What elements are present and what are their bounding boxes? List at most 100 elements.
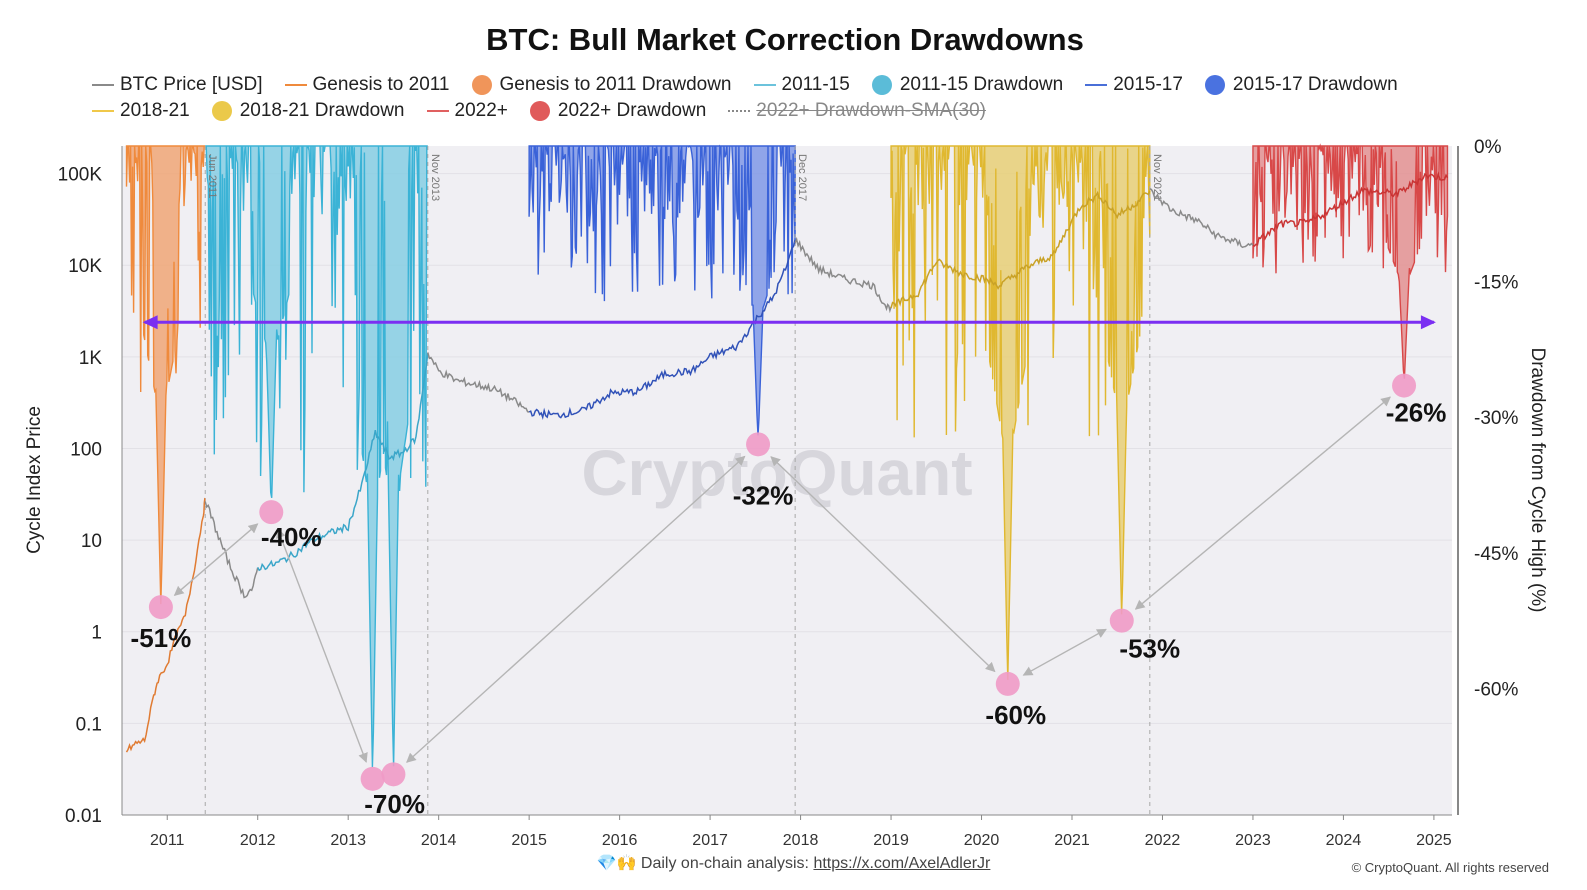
y-left-tick-label: 0.01 xyxy=(65,806,102,827)
legend-line-icon xyxy=(1085,84,1108,86)
drawdown-area xyxy=(205,145,428,768)
legend-label: 2022+ xyxy=(454,100,508,121)
legend-item[interactable]: 2018-21 xyxy=(92,100,190,122)
legend-label: 2011-15 xyxy=(781,74,850,95)
price-line xyxy=(794,236,892,314)
legend-line-icon xyxy=(728,110,751,112)
arrow-left-icon xyxy=(142,315,158,330)
x-tick-label: 2014 xyxy=(421,832,457,849)
legend-label: 2018-21 xyxy=(120,100,190,121)
drawdown-point xyxy=(746,432,771,457)
drawdown-area xyxy=(528,144,796,436)
legend-line-icon xyxy=(92,110,114,112)
x-tick-label: 2020 xyxy=(964,832,1000,849)
legend-line-icon xyxy=(426,110,449,112)
drawdown-label: -53% xyxy=(1119,634,1180,664)
drawdown-label: -26% xyxy=(1386,398,1447,428)
legend-label: 2015-17 Drawdown xyxy=(1232,74,1398,95)
x-tick-label: 2013 xyxy=(330,832,366,849)
drawdown-point xyxy=(381,762,406,787)
drawdown-area xyxy=(1252,143,1449,379)
y-left-tick-label: 1 xyxy=(91,623,102,644)
price-line xyxy=(1252,171,1449,247)
drawdown-label: -51% xyxy=(131,623,192,653)
legend-dot-icon xyxy=(871,75,892,95)
arrow-right-icon xyxy=(1420,315,1436,330)
cycle-marker-label: Nov 2013 xyxy=(429,154,441,201)
legend-dot-icon xyxy=(471,75,492,95)
y-right-tick-label: -15% xyxy=(1474,273,1518,294)
connector-arrow xyxy=(173,523,259,596)
legend-item[interactable]: Genesis to 2011 Drawdown xyxy=(471,74,732,96)
footer: 💎🙌 Daily on-chain analysis: https://x.co… xyxy=(0,853,1587,873)
y-left-tick-label: 10K xyxy=(68,256,102,277)
legend-item[interactable]: Genesis to 2011 xyxy=(284,74,450,96)
price-line xyxy=(427,352,530,413)
cycle-marker-label: Nov 2021 xyxy=(1151,154,1163,201)
legend-label: 2011-15 Drawdown xyxy=(899,74,1064,95)
y-right-tick-label: -30% xyxy=(1474,408,1518,429)
legend-line-icon xyxy=(284,84,307,86)
legend-item[interactable]: 2011-15 Drawdown xyxy=(871,74,1064,96)
x-tick-label: 2022 xyxy=(1145,832,1181,849)
cycle-marker-label: Jun 2011 xyxy=(206,154,218,198)
drawdown-point xyxy=(995,671,1020,696)
price-line xyxy=(528,239,796,421)
y-left-tick-label: 1K xyxy=(79,348,103,369)
legend-item[interactable]: 2011-15 xyxy=(753,74,850,96)
y-left-tick-label: 10 xyxy=(81,531,102,552)
y-right-tick-label: -45% xyxy=(1474,544,1518,565)
drawdown-label: -70% xyxy=(364,789,425,819)
connector-arrow xyxy=(1134,396,1391,610)
drawdown-label: -40% xyxy=(261,522,322,552)
legend-item[interactable]: 2022+ Drawdown-SMA(30) xyxy=(728,100,986,122)
footer-icons: 💎🙌 xyxy=(596,855,637,872)
price-line xyxy=(1149,188,1254,249)
y-right-tick-label: -60% xyxy=(1474,679,1518,700)
x-tick-label: 2011 xyxy=(150,832,185,849)
drawdown-point xyxy=(148,595,173,620)
x-tick-label: 2024 xyxy=(1326,832,1362,849)
x-tick-label: 2018 xyxy=(783,832,819,849)
connector-arrow xyxy=(770,456,996,673)
price-line xyxy=(890,190,1151,309)
x-tick-label: 2015 xyxy=(511,832,547,849)
legend-dot-icon xyxy=(1204,75,1225,95)
drawdown-area xyxy=(890,145,1151,680)
drawdown-point xyxy=(1392,373,1417,398)
y-axis-left-label: Cycle Index Price xyxy=(24,406,45,554)
legend-dot-icon xyxy=(211,101,232,121)
legend-item[interactable]: 2018-21 Drawdown xyxy=(211,100,405,122)
drawdown-point xyxy=(259,500,284,525)
y-right-tick-label: 0% xyxy=(1474,137,1502,158)
y-axis-right-label: Drawdown from Cycle High (%) xyxy=(1527,347,1548,612)
legend-item[interactable]: 2015-17 Drawdown xyxy=(1204,74,1398,96)
connector-arrow xyxy=(406,455,746,763)
legend-dot-icon xyxy=(529,101,550,121)
legend-item[interactable]: 2022+ Drawdown xyxy=(529,100,707,122)
connector-arrow xyxy=(1022,628,1107,676)
legend-label: 2018-21 Drawdown xyxy=(239,100,405,121)
footer-text: Daily on-chain analysis: xyxy=(640,855,814,872)
x-tick-label: 2021 xyxy=(1054,832,1090,849)
drawdown-area xyxy=(125,145,206,605)
legend-label: 2022+ Drawdown xyxy=(557,100,707,121)
y-left-tick-label: 100K xyxy=(58,165,103,186)
legend-item[interactable]: 2015-17 xyxy=(1085,74,1183,96)
legend-line-icon xyxy=(753,84,776,86)
legend-label: 2022+ Drawdown-SMA(30) xyxy=(756,100,986,121)
drawdown-label: -32% xyxy=(733,480,794,510)
legend-item[interactable]: BTC Price [USD] xyxy=(92,74,263,96)
cycle-marker-label: Dec 2017 xyxy=(796,154,808,201)
legend-item[interactable]: 2022+ xyxy=(426,100,508,122)
legend-label: Genesis to 2011 xyxy=(312,74,450,95)
drawdown-point xyxy=(1109,608,1134,633)
x-tick-label: 2017 xyxy=(692,832,728,849)
legend-label: 2015-17 xyxy=(1113,74,1183,95)
footer-link[interactable]: https://x.com/AxelAdlerJr xyxy=(813,855,991,872)
x-tick-label: 2025 xyxy=(1416,832,1452,849)
chart-title: BTC: Bull Market Correction Drawdowns xyxy=(486,22,1084,57)
x-tick-label: 2019 xyxy=(873,832,909,849)
legend-label: BTC Price [USD] xyxy=(120,74,263,95)
